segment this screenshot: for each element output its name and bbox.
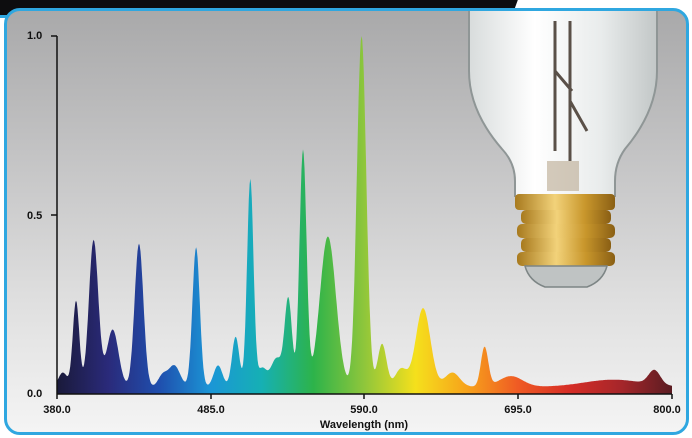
y-tick-label: 0.5 (27, 210, 42, 222)
y-tick-label: 1.0 (27, 30, 42, 42)
x-tick-label: 485.0 (197, 404, 225, 416)
light-bulb-image (468, 11, 658, 288)
x-tick-label: 800.0 (653, 404, 681, 416)
x-tick-label: 590.0 (350, 404, 378, 416)
spectrum-area (57, 36, 672, 394)
spectrum-chart: 1.0 0.5 0.0 380.0 485.0 590.0 695.0 800.… (27, 11, 681, 431)
chart-frame: 1.0 0.5 0.0 380.0 485.0 590.0 695.0 800.… (4, 8, 689, 435)
x-tick-label: 380.0 (43, 404, 71, 416)
x-axis-title: Wavelength (nm) (320, 419, 409, 431)
y-tick-label: 0.0 (27, 388, 42, 400)
x-tick-label: 695.0 (504, 404, 532, 416)
